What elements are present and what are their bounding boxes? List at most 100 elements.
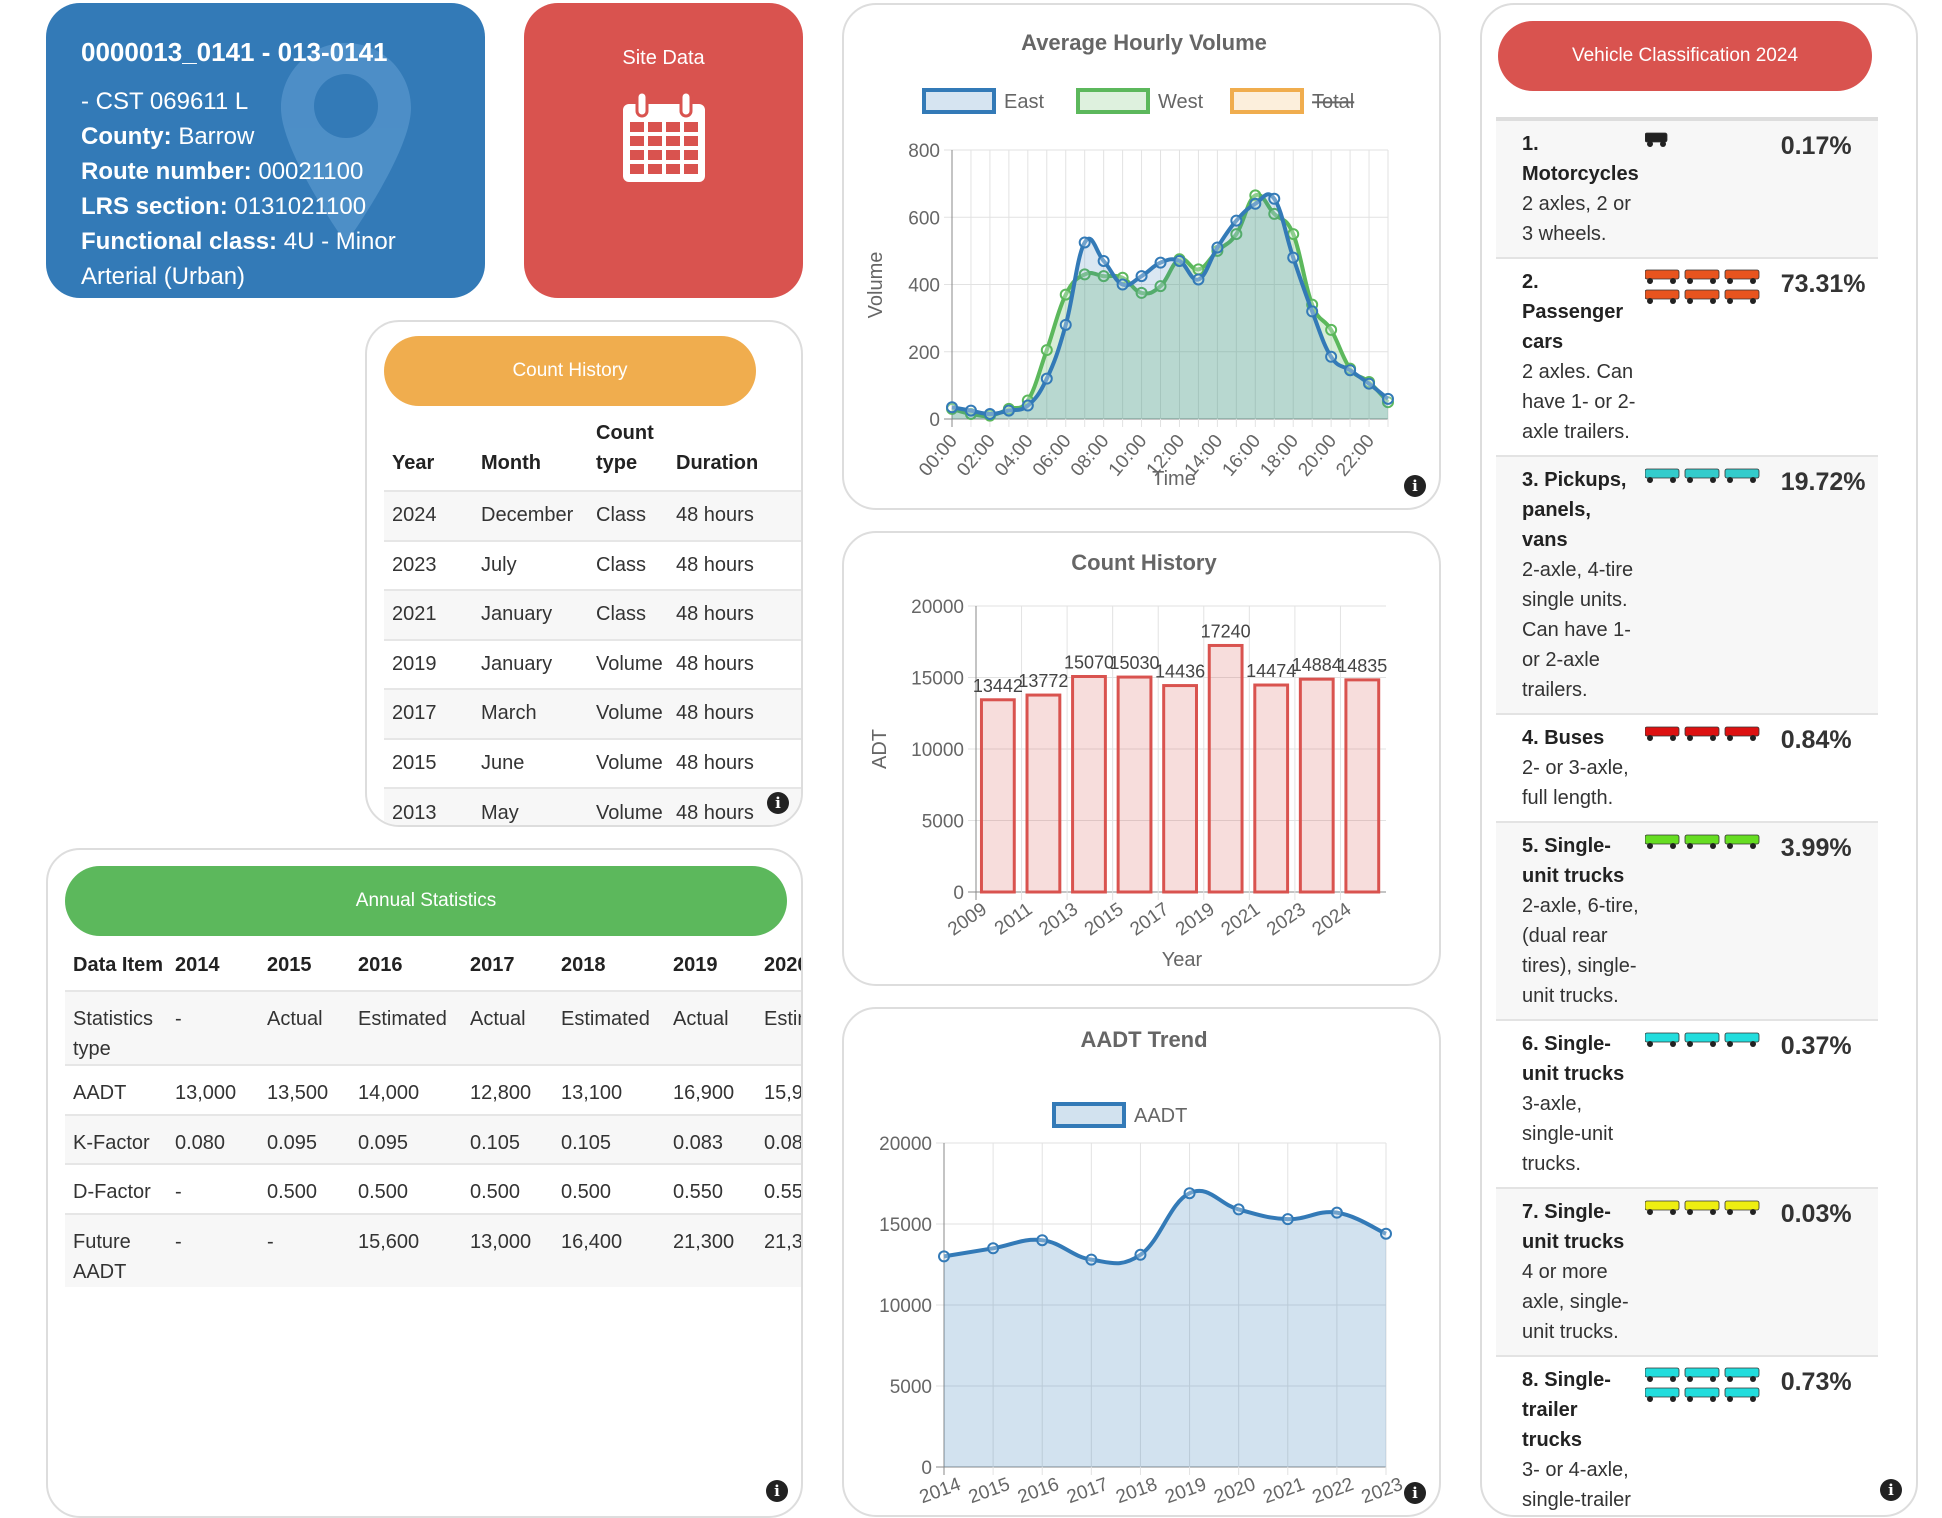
table-cell: 15,600 <box>350 1212 462 1287</box>
chart-title: AADT Trend <box>1080 1027 1207 1052</box>
x-tick-label: 2015 <box>966 1474 1013 1508</box>
data-point[interactable] <box>1192 263 1205 276</box>
data-point[interactable] <box>1078 268 1091 281</box>
info-icon[interactable]: i <box>767 792 789 814</box>
table-cell: 13,100 <box>553 1064 665 1115</box>
table-cell: 0.500 <box>462 1163 553 1214</box>
data-point[interactable] <box>1036 1234 1049 1247</box>
y-tick-label: 0 <box>953 883 964 904</box>
data-point[interactable] <box>1154 256 1167 269</box>
table-row: Statistics type - Actual Estimated Actual Est… <box>65 990 801 1065</box>
table-cell: Volume <box>588 688 668 739</box>
legend-swatch[interactable] <box>1052 1102 1126 1128</box>
annual-statistics-header[interactable]: Annual Statistics <box>65 866 787 936</box>
y-tick-label: 600 <box>908 208 940 229</box>
x-tick-label: 16:00 <box>1218 431 1265 481</box>
site-info-card: 0000013_0141 - 013-0141 - CST 069611 L C… <box>46 3 485 298</box>
data-point[interactable] <box>964 404 977 417</box>
count-history-chart-card: Count History 0 5000 10000 15000 20000 13442 20… <box>842 531 1441 986</box>
x-tick-label: 00:00 <box>915 431 962 481</box>
table-row: Future AADT - -15,600 13,000 16,400 21,300 21,… <box>65 1212 801 1287</box>
site-data-button[interactable]: Site Data <box>524 3 803 298</box>
map-marker-icon <box>281 43 411 243</box>
x-tick-label: 2023 <box>1359 1474 1406 1508</box>
data-point[interactable] <box>1183 1187 1196 1200</box>
data-point[interactable] <box>1059 288 1072 301</box>
data-point[interactable] <box>1287 228 1300 241</box>
x-tick-label: 20:00 <box>1294 431 1341 481</box>
table-cell: 0.08 <box>756 1113 801 1164</box>
data-point[interactable] <box>1192 273 1205 286</box>
data-point[interactable] <box>1380 1227 1392 1240</box>
bar[interactable] <box>1162 684 1198 894</box>
count-history-header[interactable]: Count History <box>384 336 756 406</box>
bar[interactable] <box>979 698 1016 894</box>
info-icon[interactable]: i <box>1404 475 1426 497</box>
data-point[interactable] <box>1268 192 1281 205</box>
data-point[interactable] <box>1021 399 1034 412</box>
data-point[interactable] <box>1363 377 1376 390</box>
legend-label[interactable]: West <box>1158 91 1204 113</box>
data-point[interactable] <box>1040 344 1053 357</box>
vehicle-classification-header[interactable]: Vehicle Classification 2024 <box>1498 21 1872 91</box>
x-tick-label: 2017 <box>1126 899 1173 940</box>
data-point[interactable] <box>1330 1206 1343 1219</box>
data-point[interactable] <box>1135 286 1148 299</box>
data-point[interactable] <box>1135 270 1148 283</box>
x-tick-label: 06:00 <box>1029 431 1076 481</box>
bar[interactable] <box>1116 675 1153 894</box>
data-point[interactable] <box>946 401 958 414</box>
vehicle-class-name: 3. Pickups, panels, vans <box>1522 469 1627 551</box>
bar[interactable] <box>1298 677 1335 894</box>
bar[interactable] <box>1071 674 1107 894</box>
data-point[interactable] <box>987 1242 1000 1255</box>
data-point[interactable] <box>1232 1203 1245 1216</box>
data-point[interactable] <box>1211 241 1224 254</box>
data-point[interactable] <box>1382 392 1394 405</box>
column-header: 2019 <box>673 954 718 976</box>
data-point[interactable] <box>1078 236 1091 249</box>
legend-swatch[interactable] <box>1076 88 1150 114</box>
data-point[interactable] <box>1116 278 1129 291</box>
data-point[interactable] <box>1249 189 1262 202</box>
data-point[interactable] <box>1249 197 1262 210</box>
bar[interactable] <box>1253 683 1290 894</box>
legend-label[interactable]: AADT <box>1134 1105 1187 1127</box>
table-cell: Volume <box>588 787 668 825</box>
data-point[interactable] <box>1002 404 1015 417</box>
bar[interactable] <box>1025 693 1062 894</box>
info-icon[interactable]: i <box>1404 1482 1426 1504</box>
data-point[interactable] <box>1287 251 1300 264</box>
legend-swatch[interactable] <box>922 88 996 114</box>
data-point[interactable] <box>1325 323 1338 336</box>
bar[interactable] <box>1207 643 1244 894</box>
data-point[interactable] <box>1134 1248 1147 1261</box>
average-hourly-volume-card: Average Hourly Volume East West Total 0 200 40… <box>842 3 1441 510</box>
data-point[interactable] <box>1085 1253 1098 1266</box>
legend-label[interactable]: East <box>1004 91 1044 113</box>
data-point[interactable] <box>938 1250 950 1263</box>
legend-label[interactable]: Total <box>1312 91 1354 113</box>
data-point[interactable] <box>1097 254 1110 267</box>
data-point[interactable] <box>1230 214 1243 227</box>
info-icon[interactable]: i <box>1880 1479 1902 1501</box>
data-point[interactable] <box>1040 372 1053 385</box>
table-cell: Actual <box>665 990 756 1065</box>
data-point[interactable] <box>1281 1213 1294 1226</box>
bar[interactable] <box>1344 678 1381 894</box>
x-tick-label: 2023 <box>1263 899 1310 940</box>
data-point[interactable] <box>1344 364 1357 377</box>
data-point[interactable] <box>1306 305 1319 318</box>
info-icon[interactable]: i <box>766 1480 788 1502</box>
data-point[interactable] <box>1173 254 1186 267</box>
data-point[interactable] <box>1325 350 1338 363</box>
legend-swatch[interactable] <box>1230 88 1304 114</box>
data-point[interactable] <box>1154 280 1167 293</box>
table-cell: - <box>259 1212 350 1287</box>
data-point[interactable] <box>983 407 996 420</box>
data-point[interactable] <box>1097 270 1110 283</box>
vehicle-class-description: 2 axles, 2 or 3 wheels. <box>1522 193 1631 245</box>
data-point[interactable] <box>1230 228 1243 241</box>
data-point[interactable] <box>1059 318 1072 331</box>
